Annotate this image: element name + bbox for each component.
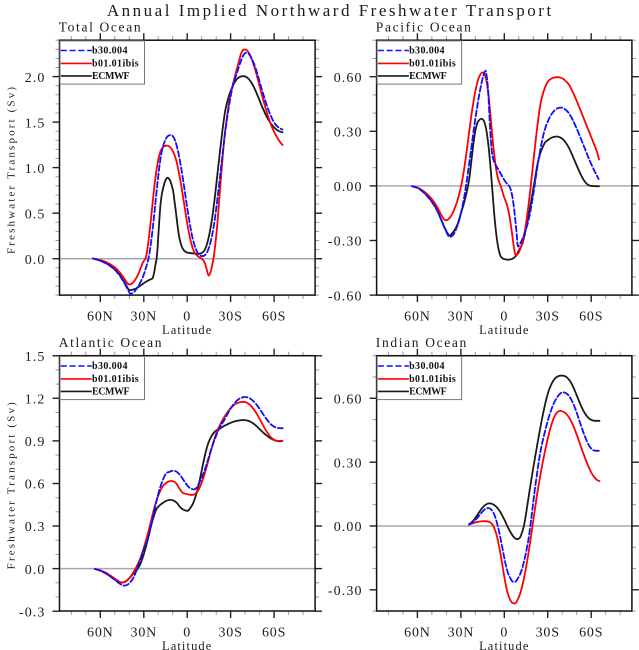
svg-text:Latitude: Latitude [479, 323, 529, 337]
svg-text:ECMWF: ECMWF [409, 71, 447, 82]
svg-text:30N: 30N [131, 625, 158, 640]
svg-text:b01.01ibis: b01.01ibis [409, 59, 456, 70]
svg-text:0.30: 0.30 [334, 126, 363, 141]
svg-text:1.2: 1.2 [25, 393, 46, 408]
svg-text:60S: 60S [579, 309, 603, 324]
svg-text:-0.30: -0.30 [328, 584, 363, 599]
svg-text:b01.01ibis: b01.01ibis [409, 374, 456, 385]
svg-text:Pacific Ocean: Pacific Ocean [376, 20, 473, 35]
svg-text:Freshwater Transport (Sv): Freshwater Transport (Sv) [6, 85, 18, 254]
svg-text:60S: 60S [579, 625, 603, 640]
svg-text:2.0: 2.0 [25, 71, 46, 86]
svg-text:60N: 60N [404, 309, 431, 324]
svg-text:30S: 30S [536, 625, 560, 640]
svg-text:0.60: 0.60 [334, 71, 363, 86]
svg-text:b30.004: b30.004 [92, 46, 128, 57]
svg-text:b30.004: b30.004 [92, 361, 128, 372]
svg-text:30N: 30N [131, 309, 158, 324]
svg-text:Latitude: Latitude [162, 323, 212, 337]
svg-text:-0.3: -0.3 [19, 605, 46, 620]
svg-text:60N: 60N [404, 625, 431, 640]
svg-text:60S: 60S [262, 625, 286, 640]
svg-text:1.0: 1.0 [25, 162, 46, 177]
svg-text:ECMWF: ECMWF [409, 387, 447, 398]
svg-text:0.6: 0.6 [25, 478, 46, 493]
svg-text:Indian Ocean: Indian Ocean [376, 335, 468, 350]
svg-text:Freshwater Transport (Sv): Freshwater Transport (Sv) [6, 400, 18, 569]
svg-text:ECMWF: ECMWF [92, 387, 130, 398]
svg-text:30S: 30S [219, 625, 243, 640]
svg-text:0.5: 0.5 [25, 207, 46, 222]
svg-text:30S: 30S [536, 309, 560, 324]
svg-text:1.5: 1.5 [25, 350, 46, 365]
svg-text:30N: 30N [448, 625, 475, 640]
svg-text:0.60: 0.60 [334, 393, 363, 408]
svg-text:b30.004: b30.004 [409, 361, 445, 372]
svg-text:0: 0 [500, 625, 508, 640]
svg-text:Total Ocean: Total Ocean [59, 20, 143, 35]
svg-text:0.3: 0.3 [25, 520, 46, 535]
svg-text:Latitude: Latitude [162, 639, 212, 650]
svg-text:30N: 30N [448, 309, 475, 324]
svg-text:b30.004: b30.004 [409, 46, 445, 57]
svg-text:0.9: 0.9 [25, 435, 46, 450]
svg-text:Latitude: Latitude [479, 639, 529, 650]
svg-text:60S: 60S [262, 309, 286, 324]
svg-text:30S: 30S [219, 309, 243, 324]
svg-text:b01.01ibis: b01.01ibis [92, 374, 139, 385]
svg-text:Atlantic Ocean: Atlantic Ocean [59, 335, 163, 350]
svg-text:0.30: 0.30 [334, 456, 363, 471]
svg-text:0.0: 0.0 [25, 563, 46, 578]
svg-text:-0.30: -0.30 [328, 235, 363, 250]
svg-text:b01.01ibis: b01.01ibis [92, 59, 139, 70]
svg-text:Annual Implied Northward Fresh: Annual Implied Northward Freshwater Tran… [107, 1, 554, 20]
svg-text:0.0: 0.0 [25, 253, 46, 268]
svg-text:60N: 60N [87, 625, 114, 640]
svg-text:0: 0 [183, 309, 191, 324]
svg-text:-0.60: -0.60 [328, 289, 363, 304]
svg-text:0: 0 [183, 625, 191, 640]
svg-text:ECMWF: ECMWF [92, 71, 130, 82]
svg-text:60N: 60N [87, 309, 114, 324]
svg-text:0.00: 0.00 [334, 520, 363, 535]
svg-text:0.00: 0.00 [334, 180, 363, 195]
svg-text:1.5: 1.5 [25, 116, 46, 131]
svg-text:0: 0 [500, 309, 508, 324]
